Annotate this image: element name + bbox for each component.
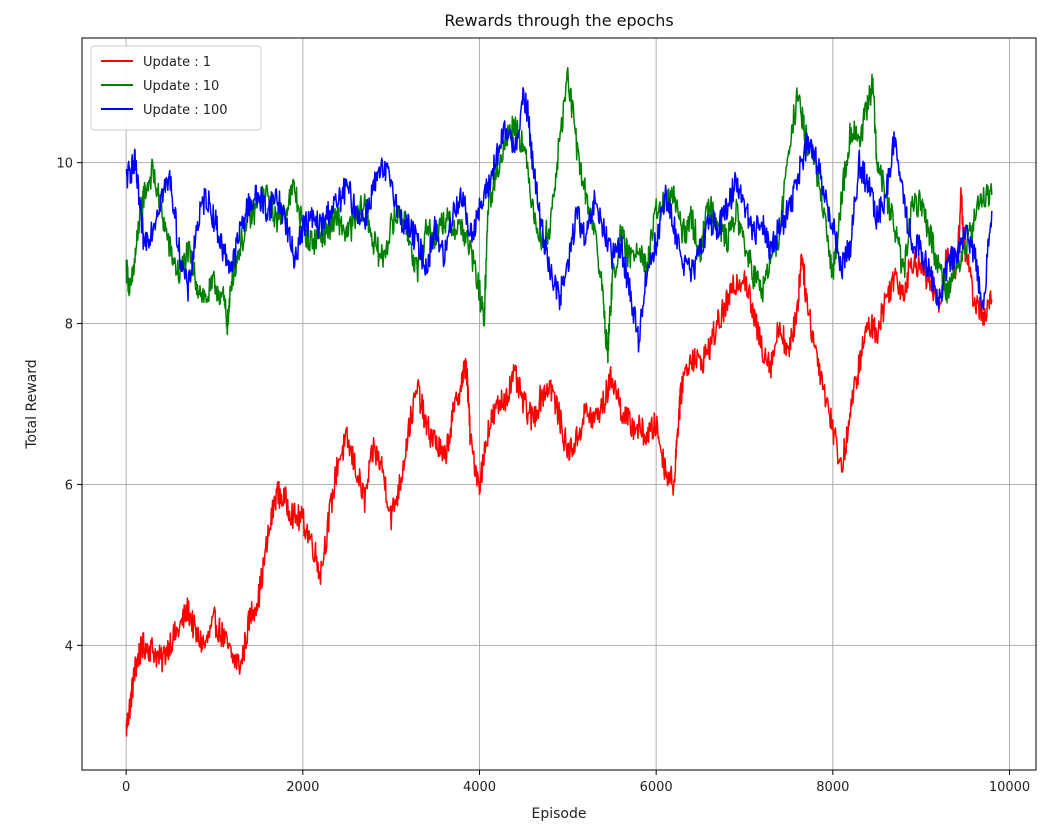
series-lines — [125, 66, 993, 737]
y-tick-label: 6 — [65, 478, 73, 493]
x-axis-label: Episode — [532, 806, 587, 822]
y-axis-label: Total Reward — [24, 359, 40, 449]
legend-entry: Update : 1 — [143, 55, 211, 70]
legend-box — [90, 45, 262, 131]
y-tick-label: 10 — [56, 157, 73, 172]
plot-frame — [81, 37, 1037, 771]
x-tick-label: 6000 — [640, 780, 673, 795]
axis-ticks: 0 2000 4000 6000 8000 10000 4 6 8 10 — [56, 157, 1030, 795]
y-tick-label: 4 — [65, 639, 73, 654]
x-tick-label: 0 — [122, 780, 130, 795]
x-tick-label: 8000 — [816, 780, 849, 795]
series-line-1 — [125, 186, 993, 737]
legend: Update : 1 Update : 10 Update : 100 — [90, 45, 262, 131]
legend-entry: Update : 100 — [143, 103, 228, 118]
x-tick-label: 10000 — [989, 780, 1030, 795]
y-tick-label: 8 — [65, 318, 73, 333]
x-tick-label: 2000 — [286, 780, 319, 795]
x-tick-label: 4000 — [463, 780, 496, 795]
chart-title: Rewards through the epochs — [444, 11, 673, 30]
series-line-3 — [125, 87, 993, 353]
legend-entry: Update : 10 — [143, 79, 219, 94]
